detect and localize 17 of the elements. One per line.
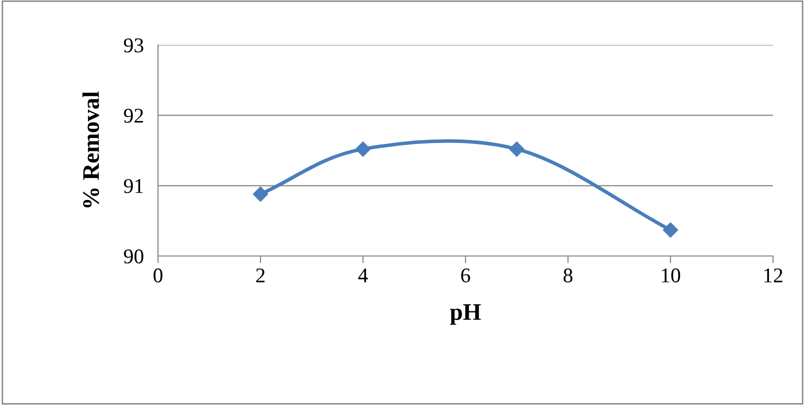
x-tick-label: 6 bbox=[461, 268, 470, 282]
point bbox=[662, 222, 678, 238]
x-axis-title: pH bbox=[450, 304, 481, 325]
x-tick-label: 2 bbox=[256, 268, 265, 282]
x-tick-label: 8 bbox=[564, 268, 572, 282]
y-tick-label: 93 bbox=[124, 38, 144, 52]
y-tick-label: 91 bbox=[124, 179, 143, 194]
x-tick-label: 12 bbox=[764, 268, 782, 282]
x-tick-label: 0 bbox=[154, 268, 162, 282]
point bbox=[355, 142, 371, 157]
x-tick-label: 4 bbox=[358, 268, 368, 282]
point bbox=[509, 142, 524, 157]
y-tick-label: 90 bbox=[124, 249, 144, 264]
x-tick-label: 10 bbox=[662, 268, 680, 282]
point bbox=[252, 186, 268, 202]
y-axis-title: % Removal bbox=[82, 92, 100, 208]
y-tick-label: 92 bbox=[124, 108, 143, 123]
